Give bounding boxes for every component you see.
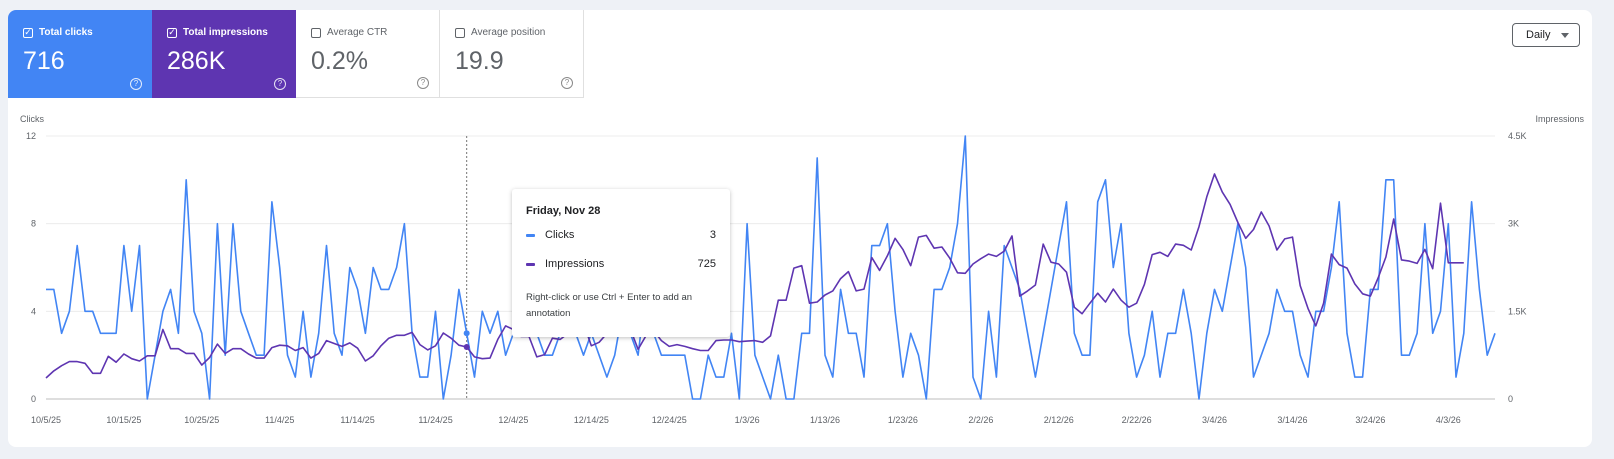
x-tick-label: 3/4/26	[1202, 415, 1227, 425]
tooltip-clicks-label: Clicks	[545, 229, 575, 241]
tooltip-annotation-hint: Right-click or use Ctrl + Enter to add a…	[526, 292, 693, 319]
x-tick-label: 2/22/26	[1122, 415, 1152, 425]
y2-tick-label: 0	[1508, 394, 1513, 404]
x-tick-label: 12/14/25	[574, 415, 609, 425]
metric-label: Total impressions	[183, 27, 268, 38]
help-icon[interactable]: ?	[274, 78, 286, 90]
metric-value: 286K	[167, 47, 226, 75]
checkbox-unchecked-icon[interactable]	[455, 27, 465, 38]
period-dropdown-label: Daily	[1526, 29, 1551, 41]
performance-chart[interactable]: 0 4 8 12 0 1.5K 3K 4.5K Clicks Impressions 10/5/25…	[8, 10, 1592, 447]
x-tick-label: 10/5/25	[31, 415, 61, 425]
y2-tick-label: 1.5K	[1508, 306, 1527, 316]
x-tick-label: 11/24/25	[418, 415, 452, 425]
period-dropdown[interactable]: Daily	[1512, 23, 1580, 47]
tooltip-impressions-value: 725	[697, 258, 716, 270]
y-tick-label: 4	[31, 306, 36, 316]
metric-average-position[interactable]: Average position 19.9 ?	[440, 10, 584, 98]
metric-value: 716	[23, 47, 65, 75]
y-tick-label: 12	[26, 131, 36, 141]
performance-card: ✓ Total clicks 716 ? ✓ Total impressions 2…	[8, 10, 1592, 447]
y2-axis-title: Impressions	[1535, 114, 1584, 124]
metric-value: 0.2%	[311, 47, 368, 75]
x-tick-label: 11/14/25	[340, 415, 374, 425]
x-tick-label: 3/14/26	[1277, 415, 1307, 425]
metric-value: 19.9	[455, 47, 504, 75]
x-tick-label: 1/23/26	[888, 415, 918, 425]
x-tick-label: 10/15/25	[106, 415, 141, 425]
series-line-impressions	[45, 173, 1464, 379]
y2-tick-label: 4.5K	[1508, 131, 1527, 141]
tooltip-impressions-label: Impressions	[545, 258, 605, 270]
metric-average-ctr[interactable]: Average CTR 0.2% ?	[296, 10, 440, 98]
x-tick-label: 11/4/25	[265, 415, 294, 425]
metric-tabs: ✓ Total clicks 716 ? ✓ Total impressions 2…	[8, 10, 584, 98]
tooltip-date: Friday, Nov 28	[526, 205, 601, 217]
y-axis-title: Clicks	[20, 114, 44, 124]
x-tick-label: 10/25/25	[184, 415, 219, 425]
y-tick-label: 0	[31, 394, 36, 404]
clicks-swatch	[526, 233, 535, 237]
tooltip-row-impressions: Impressions 725	[526, 258, 716, 270]
metric-total-impressions[interactable]: ✓ Total impressions 286K ?	[152, 10, 296, 98]
x-tick-label: 1/13/26	[810, 415, 840, 425]
x-tick-label: 1/3/26	[735, 415, 760, 425]
x-tick-label: 4/3/26	[1436, 415, 1461, 425]
metric-label: Total clicks	[39, 27, 93, 38]
checkbox-unchecked-icon[interactable]	[311, 27, 321, 38]
chevron-down-icon	[1561, 33, 1569, 38]
hover-point-impressions	[463, 343, 470, 350]
series-line-clicks	[46, 135, 1496, 400]
y2-tick-label: 3K	[1508, 219, 1519, 229]
help-icon[interactable]: ?	[130, 78, 142, 90]
metric-label: Average CTR	[327, 27, 388, 38]
chart-tooltip: Friday, Nov 28 Clicks 3 Impressions 725 …	[512, 189, 730, 337]
hover-point-clicks	[463, 330, 470, 337]
checkbox-checked-icon[interactable]: ✓	[167, 27, 177, 38]
y-tick-label: 8	[31, 219, 36, 229]
x-tick-label: 12/24/25	[652, 415, 687, 425]
x-tick-label: 12/4/25	[498, 415, 528, 425]
x-tick-label: 2/12/26	[1044, 415, 1074, 425]
tooltip-row-clicks: Clicks 3	[526, 229, 716, 241]
x-tick-label: 3/24/26	[1355, 415, 1385, 425]
x-tick-label: 2/2/26	[968, 415, 993, 425]
tooltip-clicks-value: 3	[709, 229, 716, 241]
help-icon[interactable]: ?	[417, 77, 429, 89]
metric-label: Average position	[471, 27, 546, 38]
checkbox-checked-icon[interactable]: ✓	[23, 27, 33, 38]
metric-total-clicks[interactable]: ✓ Total clicks 716 ?	[8, 10, 152, 98]
impressions-swatch	[526, 262, 535, 266]
help-icon[interactable]: ?	[561, 77, 573, 89]
